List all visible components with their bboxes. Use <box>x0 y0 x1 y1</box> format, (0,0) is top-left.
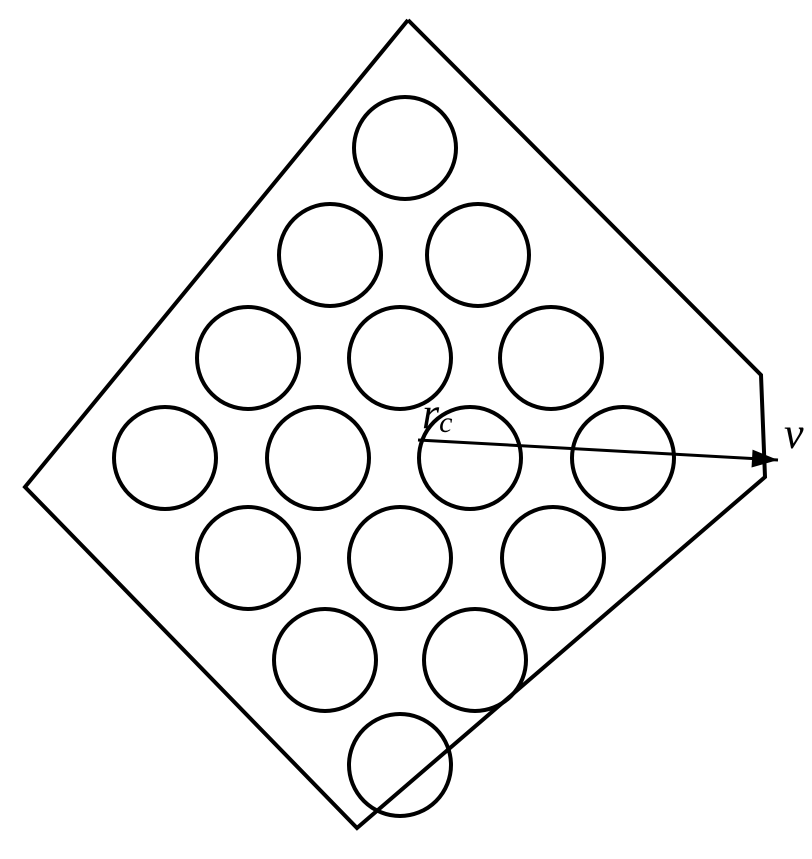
lattice-circle <box>274 609 376 711</box>
lattice-circle <box>424 609 526 711</box>
lattice-circle <box>197 507 299 609</box>
diagram-canvas <box>0 0 812 859</box>
lattice-circle <box>279 204 381 306</box>
lattice-circle <box>349 507 451 609</box>
label-rc: rc <box>422 388 452 440</box>
lattice-circle <box>349 714 451 816</box>
lattice-circle <box>572 407 674 509</box>
label-rc-sub: c <box>439 406 452 439</box>
label-v-main: v <box>784 409 804 458</box>
lattice-circle <box>500 307 602 409</box>
label-v: v <box>784 408 804 459</box>
lattice-circle <box>354 97 456 199</box>
lattice-circle <box>114 407 216 509</box>
label-rc-main: r <box>422 389 439 438</box>
lattice-circle <box>427 204 529 306</box>
boundary-polygon <box>25 20 765 828</box>
lattice-circle <box>502 507 604 609</box>
vector-arrow-shaft <box>418 440 778 460</box>
lattice-circle <box>267 407 369 509</box>
lattice-circle <box>197 307 299 409</box>
